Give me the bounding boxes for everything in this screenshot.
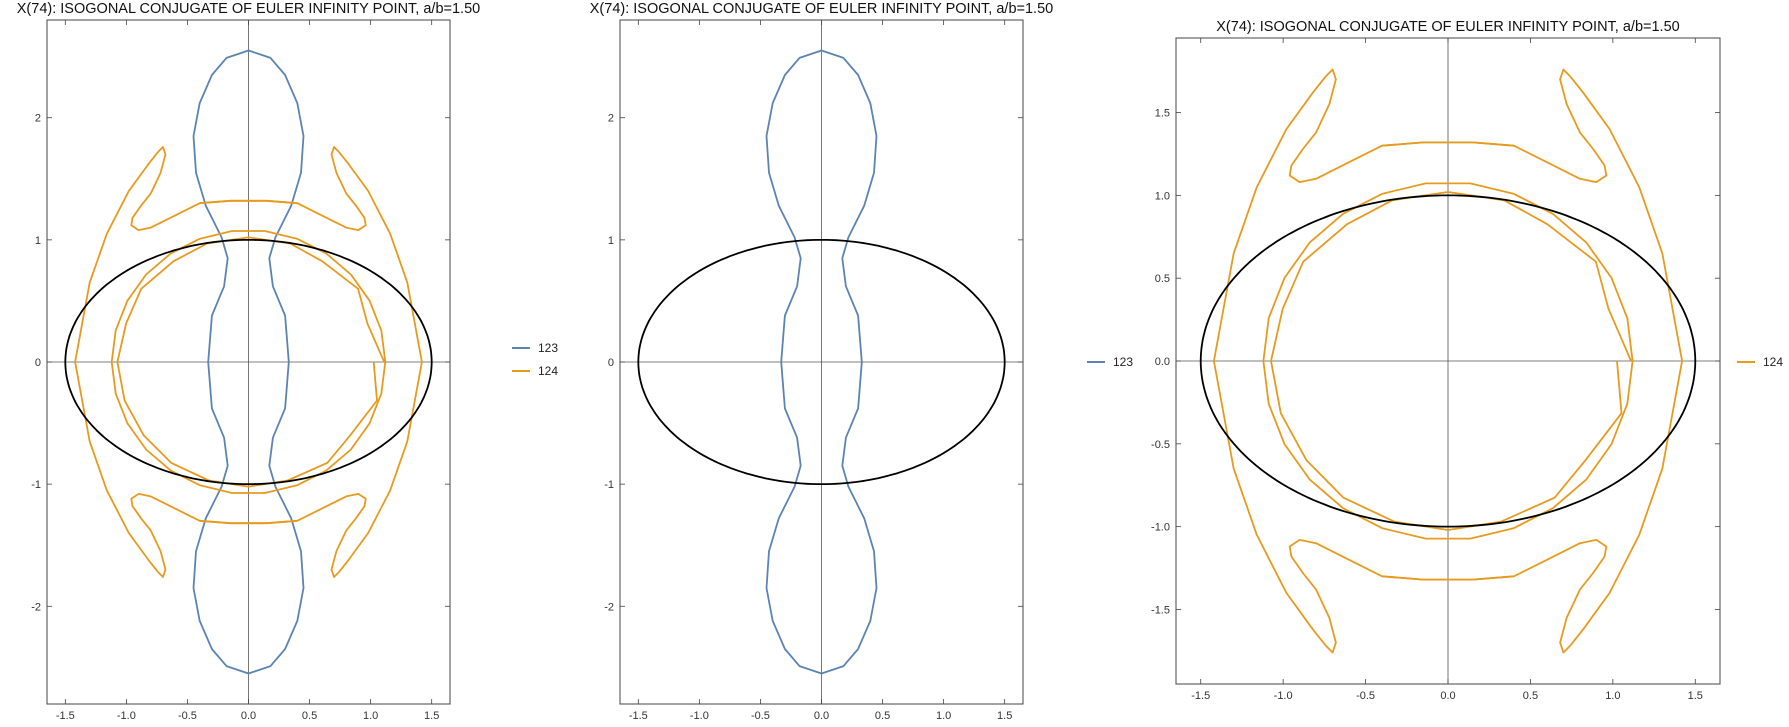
legend-item-123: 123 [1087, 355, 1133, 369]
legend-item-123: 123 [512, 341, 558, 355]
chart-title: X(74): ISOGONAL CONJUGATE OF EULER INFIN… [17, 1, 480, 17]
x-tick-label: 1.0 [936, 710, 951, 722]
x-tick-label: 0.0 [1440, 690, 1455, 702]
x-tick-label: 0.0 [814, 710, 829, 722]
y-tick-label: 1 [608, 235, 614, 247]
x-tick-label: -0.5 [751, 710, 770, 722]
y-tick-label: -2 [31, 601, 41, 613]
series-124-curve [130, 493, 298, 578]
x-tick-label: -1.5 [1191, 690, 1210, 702]
y-tick-label: -2 [604, 601, 614, 613]
y-tick-label: 0.0 [1155, 356, 1170, 368]
chart-title: X(74): ISOGONAL CONJUGATE OF EULER INFIN… [590, 1, 1053, 17]
reference-ellipse [637, 239, 1006, 485]
series-124-curve [199, 493, 367, 578]
x-tick-label: 0.5 [302, 710, 317, 722]
y-tick-label: -1 [31, 479, 41, 491]
series-124-curve [1270, 191, 1632, 531]
series-124-curve [74, 151, 159, 573]
series-124-curve [116, 236, 386, 488]
series-123-curve [192, 49, 305, 675]
x-tick-label: 0.0 [241, 710, 256, 722]
x-tick-label: 1.0 [1605, 690, 1620, 702]
y-tick-label: -1.0 [1151, 522, 1170, 534]
x-tick-label: 1.5 [1688, 690, 1703, 702]
x-tick-label: -1.0 [117, 710, 136, 722]
y-tick-label: 0 [35, 357, 41, 369]
series-124-curve [1288, 539, 1514, 654]
x-tick-label: -0.5 [178, 710, 197, 722]
x-tick-label: 0.5 [875, 710, 890, 722]
series-124-curve [1213, 75, 1327, 647]
series-124-curve [1382, 539, 1608, 654]
x-tick-label: 0.5 [1523, 690, 1538, 702]
x-tick-label: 1.5 [997, 710, 1012, 722]
series-124-curve [130, 146, 298, 231]
x-tick-label: -1.5 [629, 710, 648, 722]
x-tick-label: -1.5 [56, 710, 75, 722]
x-tick-label: -0.5 [1356, 690, 1375, 702]
legend-item-124: 124 [1737, 355, 1783, 369]
x-tick-label: 1.5 [424, 710, 439, 722]
y-tick-label: 1.5 [1155, 108, 1170, 120]
y-tick-label: 1 [35, 235, 41, 247]
reference-ellipse [64, 239, 433, 485]
chart-panel-3: X(74): ISOGONAL CONJUGATE OF EULER INFIN… [1151, 19, 1783, 702]
y-tick-label: 2 [35, 113, 41, 125]
series-124-curve [338, 151, 423, 573]
chart-panel-2: X(74): ISOGONAL CONJUGATE OF EULER INFIN… [590, 1, 1134, 722]
x-tick-label: -1.0 [1274, 690, 1293, 702]
y-tick-label: -1.5 [1151, 604, 1170, 616]
y-tick-label: -0.5 [1151, 439, 1170, 451]
series-124-curve [1569, 75, 1683, 647]
series-124-curve [199, 146, 367, 231]
series-123-curve [765, 49, 878, 675]
y-tick-label: 0 [608, 357, 614, 369]
y-tick-label: 2 [608, 113, 614, 125]
legend-item-124: 124 [512, 364, 558, 378]
legend-label: 123 [538, 341, 558, 355]
legend-label: 123 [1113, 355, 1133, 369]
series-124-curve [1382, 68, 1608, 183]
reference-ellipse [1199, 194, 1697, 528]
x-tick-label: 1.0 [363, 710, 378, 722]
y-tick-label: -1 [604, 479, 614, 491]
legend-label: 124 [1763, 355, 1783, 369]
chart-title: X(74): ISOGONAL CONJUGATE OF EULER INFIN… [1216, 19, 1679, 35]
chart-panel-1: X(74): ISOGONAL CONJUGATE OF EULER INFIN… [17, 1, 559, 722]
x-tick-label: -1.0 [690, 710, 709, 722]
y-tick-label: 1.0 [1155, 190, 1170, 202]
legend-label: 124 [538, 364, 558, 378]
series-124-curve [1288, 68, 1514, 183]
y-tick-label: 0.5 [1155, 273, 1170, 285]
